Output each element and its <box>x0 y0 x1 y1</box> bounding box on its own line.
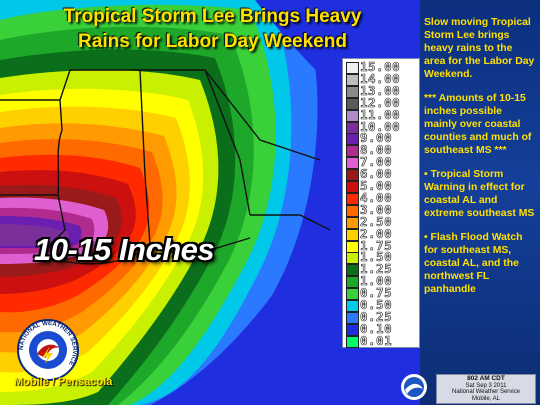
legend-row: 1.25 <box>346 261 418 277</box>
legend-row: 4.00 <box>346 189 418 205</box>
legend-row: 6.00 <box>346 166 418 182</box>
legend-row: 14.00 <box>346 70 418 86</box>
legend-swatch <box>346 145 359 158</box>
legend-label: 0.25 <box>360 308 393 324</box>
legend-row: 0.50 <box>346 297 418 312</box>
legend-row: 10.00 <box>346 118 418 134</box>
legend-label: 1.00 <box>360 273 393 289</box>
legend-label: 15.00 <box>360 59 401 74</box>
legend-swatch <box>346 204 359 217</box>
title-line-1: Tropical Storm Lee Brings Heavy <box>63 6 362 27</box>
legend-row: 15.00 <box>346 59 418 74</box>
legend-swatch <box>346 288 359 301</box>
legend-label: 3.00 <box>360 201 393 217</box>
legend-swatch <box>346 181 359 193</box>
legend-label: 6.00 <box>360 166 393 182</box>
summary-warning: • Tropical Storm Warning in effect for c… <box>424 169 535 219</box>
legend-swatch <box>346 311 359 324</box>
title-line-2: Rains for Labor Day Weekend <box>78 31 347 52</box>
timestamp-agency: National Weather Service <box>452 389 520 396</box>
legend-swatch <box>346 121 359 134</box>
timestamp-location: Mobile, AL <box>471 395 501 402</box>
legend-label: 10.00 <box>360 118 401 134</box>
legend-row: 7.00 <box>346 154 418 170</box>
legend-label: 2.50 <box>360 213 393 229</box>
legend-label: 0.01 <box>360 332 393 348</box>
legend-swatch <box>346 264 359 277</box>
legend-label: 13.00 <box>360 82 401 98</box>
legend-swatch <box>346 97 359 110</box>
legend-row: 0.10 <box>346 320 418 336</box>
legend-swatch <box>346 228 359 241</box>
legend-label: 1.75 <box>360 237 393 253</box>
noaa-logo <box>399 372 431 402</box>
legend-row: 1.00 <box>346 273 418 289</box>
legend-swatch <box>346 323 359 336</box>
legend-row: 0.25 <box>346 308 418 324</box>
legend-label: 2.00 <box>360 225 393 241</box>
legend-swatch <box>346 252 359 265</box>
legend-row: 2.50 <box>346 213 418 229</box>
legend-row: 9.00 <box>346 130 418 146</box>
legend-row: 8.00 <box>346 142 418 158</box>
legend-row: 1.75 <box>346 237 418 253</box>
legend-swatch <box>346 300 359 312</box>
legend-swatch <box>346 85 359 98</box>
legend-label: 7.00 <box>360 154 393 170</box>
noaa-icon <box>401 374 427 400</box>
legend-swatch <box>346 133 359 146</box>
legend-swatch <box>346 109 359 122</box>
legend-label: 0.10 <box>360 320 393 336</box>
legend-label: 8.00 <box>360 142 393 158</box>
nws-seal-icon: NATIONAL WEATHER SERVICE <box>17 319 79 381</box>
timestamp-box: 802 AM CDT Sat Sep 3 2011 National Weath… <box>436 374 536 404</box>
legend-swatch <box>346 335 359 348</box>
legend-row: 2.00 <box>346 225 418 241</box>
rainfall-callout: 10-15 Inches <box>34 232 215 267</box>
rainfall-map-graphic <box>0 0 420 405</box>
rainfall-map <box>0 0 420 405</box>
legend-row: 0.01 <box>346 332 418 348</box>
summary-intro: Slow moving Tropical Storm Lee brings he… <box>424 17 535 80</box>
legend-label: 14.00 <box>360 70 401 86</box>
slide-title: Tropical Storm Lee Brings Heavy Rains fo… <box>20 4 405 54</box>
legend-row: 12.00 <box>346 94 418 110</box>
legend-label: 5.00 <box>360 178 393 193</box>
legend-label: 12.00 <box>360 94 401 110</box>
legend-label: 4.00 <box>360 189 393 205</box>
office-name: Mobile / Pensacola <box>14 376 113 388</box>
legend-swatch <box>346 73 359 86</box>
summary-amounts: *** Amounts of 10-15 inches possible mai… <box>424 93 532 156</box>
legend-row: 1.50 <box>346 249 418 265</box>
legend-swatch <box>346 157 359 170</box>
nws-logo: NATIONAL WEATHER SERVICE <box>16 318 80 382</box>
legend-swatch <box>346 240 359 253</box>
legend-row: 5.00 <box>346 178 418 193</box>
legend-swatch <box>346 169 359 182</box>
legend-label: 0.75 <box>360 285 393 301</box>
legend-label: 1.50 <box>360 249 393 265</box>
legend-row: 13.00 <box>346 82 418 98</box>
forecast-summary: Slow moving Tropical Storm Lee brings he… <box>424 16 536 307</box>
legend-swatch <box>346 62 359 74</box>
legend-label: 1.25 <box>360 261 393 277</box>
legend-swatch <box>346 192 359 205</box>
legend-label: 0.50 <box>360 297 393 312</box>
legend-row: 11.00 <box>346 106 418 122</box>
summary-flood-watch: • Flash Flood Watch for southeast MS, co… <box>424 232 523 295</box>
legend-label: 11.00 <box>360 106 401 122</box>
rainfall-legend: 15.00 14.00 13.00 12.00 11.00 10.00 9.00 8.00 7.… <box>342 58 420 348</box>
timestamp-time: 802 AM CDT <box>467 375 505 382</box>
legend-row: 3.00 <box>346 201 418 217</box>
legend-label: 9.00 <box>360 130 393 146</box>
timestamp-date: Sat Sep 3 2011 <box>465 382 507 389</box>
legend-swatch <box>346 216 359 229</box>
legend-swatch <box>346 276 359 289</box>
legend-row: 0.75 <box>346 285 418 301</box>
